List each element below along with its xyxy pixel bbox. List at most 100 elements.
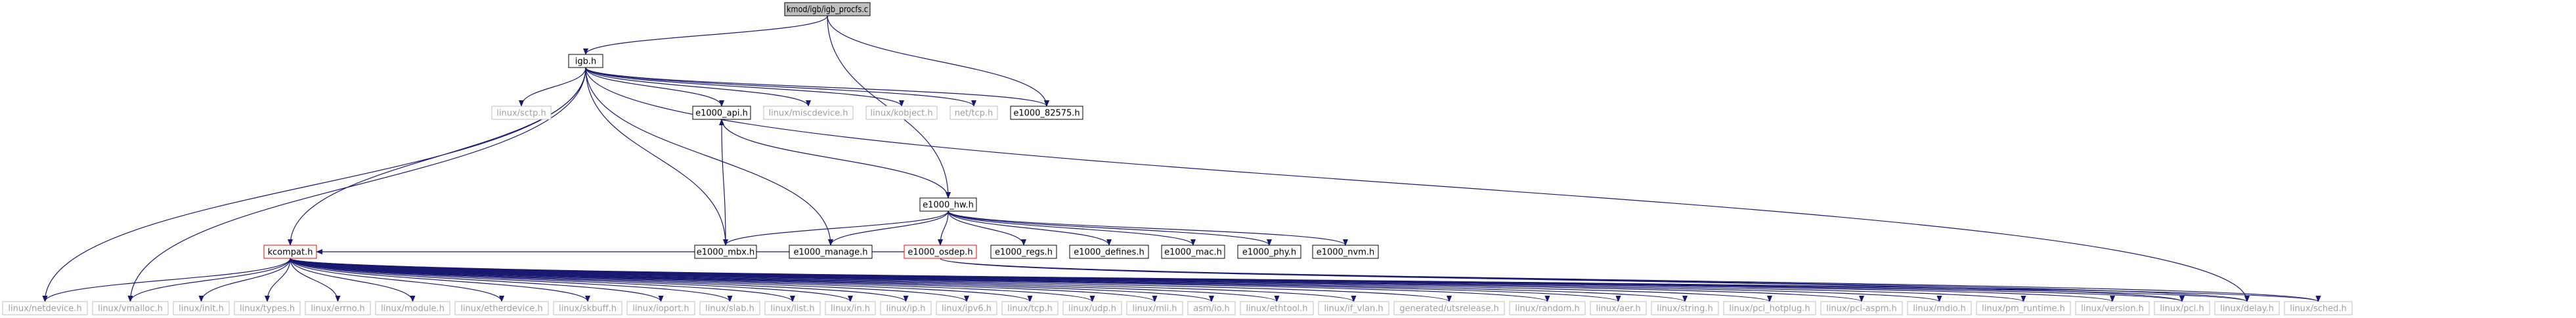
node-label-e1000_mac: e1000_mac.h (1164, 248, 1222, 258)
edge-e1000_hw-to-e1000_osdep (938, 210, 949, 246)
node-box-etherdevice (454, 301, 549, 315)
node-box-udp (1062, 301, 1122, 315)
node-box-e1000_regs (990, 245, 1057, 259)
edge-root-to-e1000_82575 (827, 15, 1049, 107)
edge-kcompat-to-skbuff (290, 258, 590, 302)
node-random: linux/random.h (1509, 301, 1586, 315)
file-nodes: kmod/igb/igb_procfs.c igb.h linux/sctp.h e1… (2, 2, 2353, 315)
node-label-udp: linux/udp.h (1068, 304, 1116, 314)
node-sched: linux/sched.h (2284, 301, 2353, 315)
node-string: linux/string.h (1651, 301, 1719, 315)
node-box-e1000_manage (789, 245, 873, 259)
edge-kcompat-to-ip (290, 258, 909, 302)
node-box-in (825, 301, 876, 315)
node-label-ip: linux/ip.h (886, 304, 925, 314)
node-box-kobject (865, 106, 938, 120)
node-e1000_manage[interactable]: e1000_manage.h (789, 245, 873, 259)
node-box-kcompat (263, 245, 317, 259)
node-e1000_phy[interactable]: e1000_phy.h (1237, 245, 1301, 259)
node-label-etherdevice: linux/etherdevice.h (460, 304, 542, 314)
node-box-e1000_82575 (1010, 106, 1083, 120)
node-box-e1000_phy (1237, 245, 1301, 259)
edge-kcompat-to-list (290, 258, 795, 302)
node-box-e1000_defines (1069, 245, 1149, 259)
edge-igb-to-e1000_82575 (585, 67, 1049, 107)
node-label-kobject: linux/kobject.h (870, 109, 932, 119)
edge-kcompat-to-etherdevice (290, 258, 504, 302)
node-label-e1000_osdep: e1000_osdep.h (907, 248, 972, 258)
node-box-mii (1126, 301, 1183, 315)
edge-kcompat-to-ipv6 (290, 258, 969, 302)
node-label-errno: linux/errno.h (311, 304, 364, 314)
node-miscdevice: linux/miscdevice.h (763, 106, 854, 120)
node-label-e1000_hw: e1000_hw.h (923, 201, 974, 210)
node-box-skbuff (553, 301, 622, 315)
node-box-asmio (1187, 301, 1236, 315)
edge-igb-to-vmalloc (127, 67, 586, 302)
node-box-list (764, 301, 821, 315)
node-label-mii: linux/mii.h (1132, 304, 1177, 314)
node-box-nettcp (950, 106, 998, 120)
node-pci_aspm: linux/pci-aspm.h (1820, 301, 1903, 315)
node-slab: linux/slab.h (699, 301, 760, 315)
node-label-nettcp: net/tcp.h (955, 109, 993, 119)
node-label-pci: linux/pci.h (2160, 304, 2204, 314)
node-label-utsrelease: generated/utsrelease.h (1399, 304, 1498, 314)
node-box-mdio (1907, 301, 1972, 315)
node-box-e1000_nvm (1312, 245, 1379, 259)
node-label-asmio: asm/io.h (1193, 304, 1230, 314)
node-ip: linux/ip.h (880, 301, 932, 315)
node-box-errno (305, 301, 371, 315)
edge-e1000_hw-to-e1000_defines (948, 210, 1112, 246)
node-label-types: linux/types.h (240, 304, 295, 314)
node-label-pm_runtime: linux/pm_runtime.h (1982, 304, 2065, 314)
edge-igb-to-sctp (519, 67, 586, 107)
node-e1000_mbx[interactable]: e1000_mbx.h (694, 245, 757, 259)
node-box-module (375, 301, 450, 315)
edge-kcompat-to-if_vlan (290, 258, 1357, 302)
node-ipv6: linux/ipv6.h (936, 301, 997, 315)
edge-igb-to-kobject (585, 67, 904, 107)
edge-kcompat-to-module (290, 258, 416, 302)
node-box-ip (880, 301, 932, 315)
node-root[interactable]: kmod/igb/igb_procfs.c (784, 2, 871, 16)
node-label-if_vlan: linux/if_vlan.h (1324, 304, 1383, 314)
node-e1000_82575[interactable]: e1000_82575.h (1010, 106, 1083, 120)
edge-e1000_osdep-to-sched (940, 258, 2321, 302)
node-label-e1000_defines: e1000_defines.h (1074, 248, 1144, 258)
node-label-e1000_nvm: e1000_nvm.h (1317, 248, 1375, 258)
node-label-init: linux/init.h (179, 304, 224, 314)
node-label-e1000_phy: e1000_phy.h (1242, 248, 1296, 258)
node-udp: linux/udp.h (1062, 301, 1122, 315)
node-box-miscdevice (763, 106, 854, 120)
node-label-mdio: linux/mdio.h (1913, 304, 1965, 314)
node-label-e1000_regs: e1000_regs.h (995, 248, 1053, 258)
node-igb[interactable]: igb.h (568, 54, 603, 68)
node-label-e1000_82575: e1000_82575.h (1013, 109, 1080, 119)
node-e1000_defines[interactable]: e1000_defines.h (1069, 245, 1149, 259)
edge-kcompat-to-sched (290, 258, 2321, 302)
node-e1000_mac[interactable]: e1000_mac.h (1161, 245, 1225, 259)
node-errno: linux/errno.h (305, 301, 371, 315)
node-box-if_vlan (1318, 301, 1389, 315)
node-e1000_hw[interactable]: e1000_hw.h (919, 197, 977, 212)
node-label-e1000_mbx: e1000_mbx.h (697, 248, 755, 258)
node-e1000_nvm[interactable]: e1000_nvm.h (1312, 245, 1379, 259)
node-label-e1000_api: e1000_api.h (695, 109, 748, 119)
node-box-random (1509, 301, 1586, 315)
node-box-root (784, 2, 871, 16)
node-utsrelease: generated/utsrelease.h (1393, 301, 1505, 315)
node-e1000_osdep[interactable]: e1000_osdep.h (904, 245, 977, 259)
node-label-ioport: linux/ioport.h (632, 304, 689, 314)
node-e1000_api[interactable]: e1000_api.h (692, 106, 751, 120)
node-box-delay (2214, 301, 2280, 315)
node-box-netdevice (2, 301, 88, 315)
dependency-edges (42, 15, 2321, 302)
node-etherdevice: linux/etherdevice.h (454, 301, 549, 315)
node-e1000_regs[interactable]: e1000_regs.h (990, 245, 1057, 259)
node-asmio: asm/io.h (1187, 301, 1236, 315)
node-kcompat[interactable]: kcompat.h (263, 245, 317, 259)
node-if_vlan: linux/if_vlan.h (1318, 301, 1389, 315)
node-box-e1000_hw (919, 197, 977, 212)
